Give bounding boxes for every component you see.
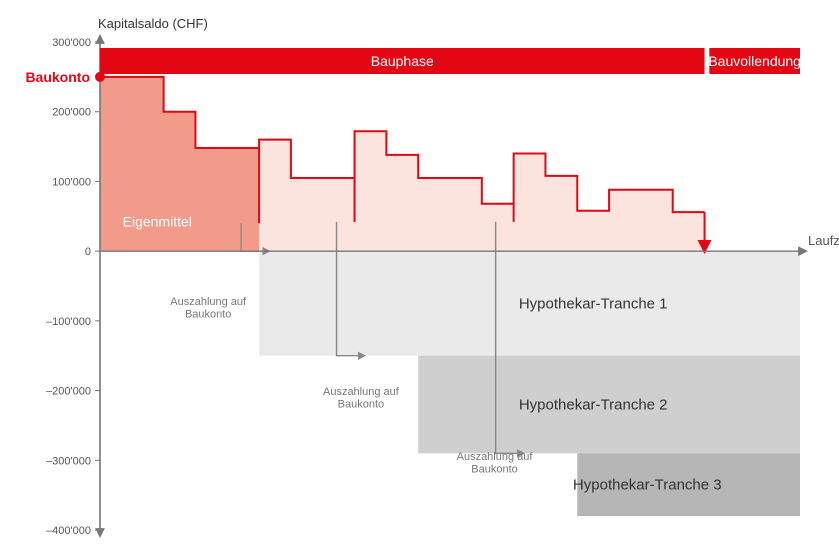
- phase-label: Bauphase: [371, 53, 434, 69]
- x-axis-title: Laufzeit: [808, 233, 839, 248]
- y-tick-label: 300'000: [52, 37, 91, 49]
- y-tick-label: 100'000: [52, 176, 91, 188]
- y-tick-label: –200'000: [46, 386, 91, 398]
- payout-callout-label: Auszahlung aufBaukonto: [457, 451, 534, 476]
- y-tick-label: 0: [85, 246, 91, 258]
- baukonto-dot-icon: [95, 72, 105, 82]
- eigenmittel-label: Eigenmittel: [123, 214, 192, 230]
- phase-label: Bauvollendung: [708, 53, 801, 69]
- y-axis-title: Kapitalsaldo (CHF): [98, 16, 208, 31]
- y-tick-label: –300'000: [46, 455, 91, 467]
- saldo-area: [259, 140, 354, 252]
- tranche-label: Hypothekar-Tranche 2: [519, 397, 668, 414]
- y-tick-label: –100'000: [46, 316, 91, 328]
- tranche-label: Hypothekar-Tranche 3: [573, 477, 722, 494]
- baukonto-label: Baukonto: [25, 69, 90, 85]
- payout-callout-label: Auszahlung aufBaukonto: [170, 296, 247, 321]
- saldo-area: [355, 131, 514, 251]
- tranche-label: Hypothekar-Tranche 1: [519, 295, 668, 312]
- payout-callout-label: Auszahlung aufBaukonto: [323, 386, 400, 411]
- y-tick-label: –400'000: [46, 525, 91, 537]
- y-tick-label: 200'000: [52, 107, 91, 119]
